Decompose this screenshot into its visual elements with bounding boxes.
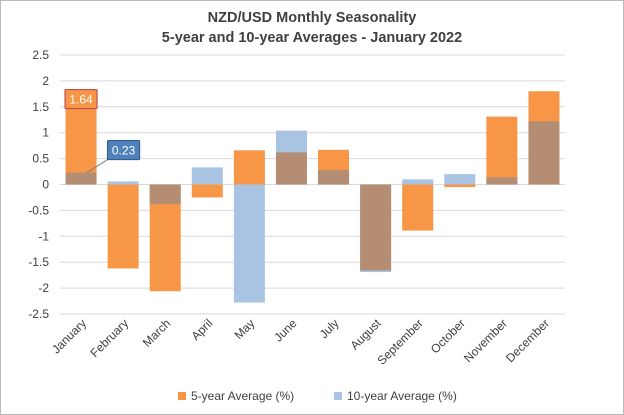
callout-box-five-year xyxy=(64,88,98,110)
x-tick-label-september: September xyxy=(374,316,425,367)
y-tick-label: -2 xyxy=(38,281,49,295)
legend-swatch-ten-year[interactable] xyxy=(334,392,342,400)
legend-swatch-five-year[interactable] xyxy=(178,392,186,400)
x-tick-label-july: July xyxy=(317,316,342,341)
bar-may-five-year xyxy=(233,150,265,185)
y-tick-label: 0.5 xyxy=(32,152,49,166)
chart-title: NZD/USD Monthly Seasonality xyxy=(208,10,417,26)
data-callouts: 1.64 0.23 xyxy=(64,88,141,174)
bar-january-overlap xyxy=(65,172,97,185)
bar-december-overlap xyxy=(528,121,560,185)
y-tick-label: -1.5 xyxy=(28,255,49,269)
bar-october-ten-year xyxy=(444,174,476,185)
x-tick-label-august: August xyxy=(347,316,384,353)
bar-september-five-year xyxy=(402,184,434,231)
y-tick-label: -1 xyxy=(38,229,49,243)
y-tick-label: 1 xyxy=(42,126,49,140)
bar-october-five-year xyxy=(444,184,476,188)
bar-february-five-year xyxy=(107,184,139,269)
bar-april-ten-year xyxy=(191,167,223,185)
callout-label: 1.64 xyxy=(69,93,93,107)
y-tick-label: 0 xyxy=(42,178,49,192)
bar-january-five-year xyxy=(65,99,97,185)
legend[interactable]: 5-year Average (%) 10-year Average (%) xyxy=(178,389,457,403)
x-tick-label-november: November xyxy=(461,316,510,365)
bar-november-overlap xyxy=(486,177,518,185)
callout-leader-line xyxy=(86,159,108,174)
x-tick-label-december: December xyxy=(503,316,552,365)
y-tick-label: -2.5 xyxy=(28,307,49,321)
x-tick-label-october: October xyxy=(428,316,468,356)
callout-label: 0.23 xyxy=(112,144,136,158)
bar-november-five-year xyxy=(486,116,518,185)
bar-september-ten-year xyxy=(402,179,434,185)
bar-august-overlap xyxy=(360,184,392,271)
bar-february-ten-year xyxy=(107,181,139,185)
legend-label-ten-year[interactable]: 10-year Average (%) xyxy=(347,389,457,403)
bar-april-five-year xyxy=(191,184,223,198)
bar-may-ten-year xyxy=(233,184,265,303)
x-tick-label-may: May xyxy=(232,316,258,342)
callout-box-ten-year xyxy=(106,139,141,161)
y-tick-label: 1.5 xyxy=(32,100,49,114)
bar-july-overlap xyxy=(318,169,350,185)
x-tick-label-january: January xyxy=(49,316,89,356)
legend-label-five-year[interactable]: 5-year Average (%) xyxy=(191,389,294,403)
gridlines xyxy=(60,54,565,315)
y-tick-label: 2.5 xyxy=(32,48,49,62)
y-tick-label: 2 xyxy=(42,74,49,88)
x-tick-label-april: April xyxy=(189,316,216,343)
chart-subtitle: 5-year and 10-year Averages - January 20… xyxy=(162,30,462,46)
y-tick-label: -0.5 xyxy=(28,203,49,217)
y-axis-ticks: 2.5 2 1.5 1 0.5 0 -0.5 -1 -1.5 -2 -2.5 xyxy=(28,48,49,321)
bar-june-overlap xyxy=(275,152,307,185)
bars xyxy=(65,91,560,303)
x-tick-label-june: June xyxy=(271,316,300,345)
x-tick-label-march: March xyxy=(140,316,173,349)
x-tick-label-february: February xyxy=(87,316,131,360)
bar-march-overlap xyxy=(149,184,181,205)
